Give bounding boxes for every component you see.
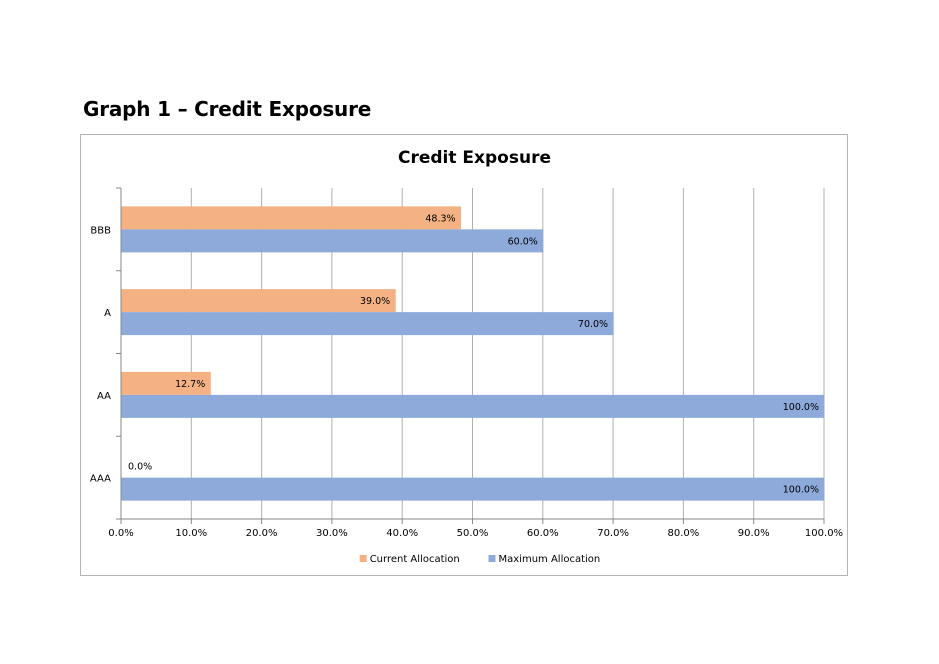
data-label: 100.0%	[783, 485, 819, 496]
bar	[121, 229, 544, 253]
document-heading: Graph 1 – Credit Exposure	[83, 97, 372, 121]
data-label: 60.0%	[508, 236, 538, 247]
chart-title: Credit Exposure	[398, 148, 551, 168]
legend-label: Maximum Allocation	[499, 554, 601, 565]
x-tick-label: 50.0%	[457, 528, 489, 539]
x-tick-label: 60.0%	[527, 528, 559, 539]
legend-label: Current Allocation	[370, 554, 460, 565]
data-label: 100.0%	[783, 402, 819, 413]
chart-frame: Credit Exposure 0.0% 10.0% 20.0% 30.0% 40.0% 5…	[80, 134, 848, 576]
legend-swatch	[488, 555, 496, 562]
data-label: 12.7%	[175, 379, 205, 390]
bar	[121, 371, 211, 395]
bar	[121, 477, 825, 501]
category-label: BBB	[90, 225, 111, 236]
data-label: 39.0%	[360, 296, 390, 307]
x-tick-label: 30.0%	[316, 528, 348, 539]
data-label: 0.0%	[128, 462, 152, 473]
category-label: AAA	[90, 474, 111, 485]
x-tick-label: 40.0%	[386, 528, 418, 539]
bar	[121, 312, 614, 336]
category-label: AA	[97, 391, 111, 402]
bar	[121, 289, 396, 313]
category-label: A	[104, 308, 111, 319]
x-tick-label: 10.0%	[175, 528, 207, 539]
bar	[121, 206, 462, 230]
x-tick-label: 80.0%	[668, 528, 700, 539]
x-tick-label: 0.0%	[108, 528, 133, 539]
data-label: 48.3%	[425, 213, 455, 224]
x-tick-label: 90.0%	[738, 528, 770, 539]
x-tick-label: 70.0%	[597, 528, 629, 539]
x-tick-label: 20.0%	[246, 528, 278, 539]
legend-swatch	[359, 555, 367, 562]
bar	[121, 394, 825, 418]
x-tick-label: 100.0%	[805, 528, 843, 539]
credit-exposure-chart: Credit Exposure 0.0% 10.0% 20.0% 30.0% 40.0% 5…	[90, 148, 843, 565]
data-label: 70.0%	[578, 319, 608, 330]
